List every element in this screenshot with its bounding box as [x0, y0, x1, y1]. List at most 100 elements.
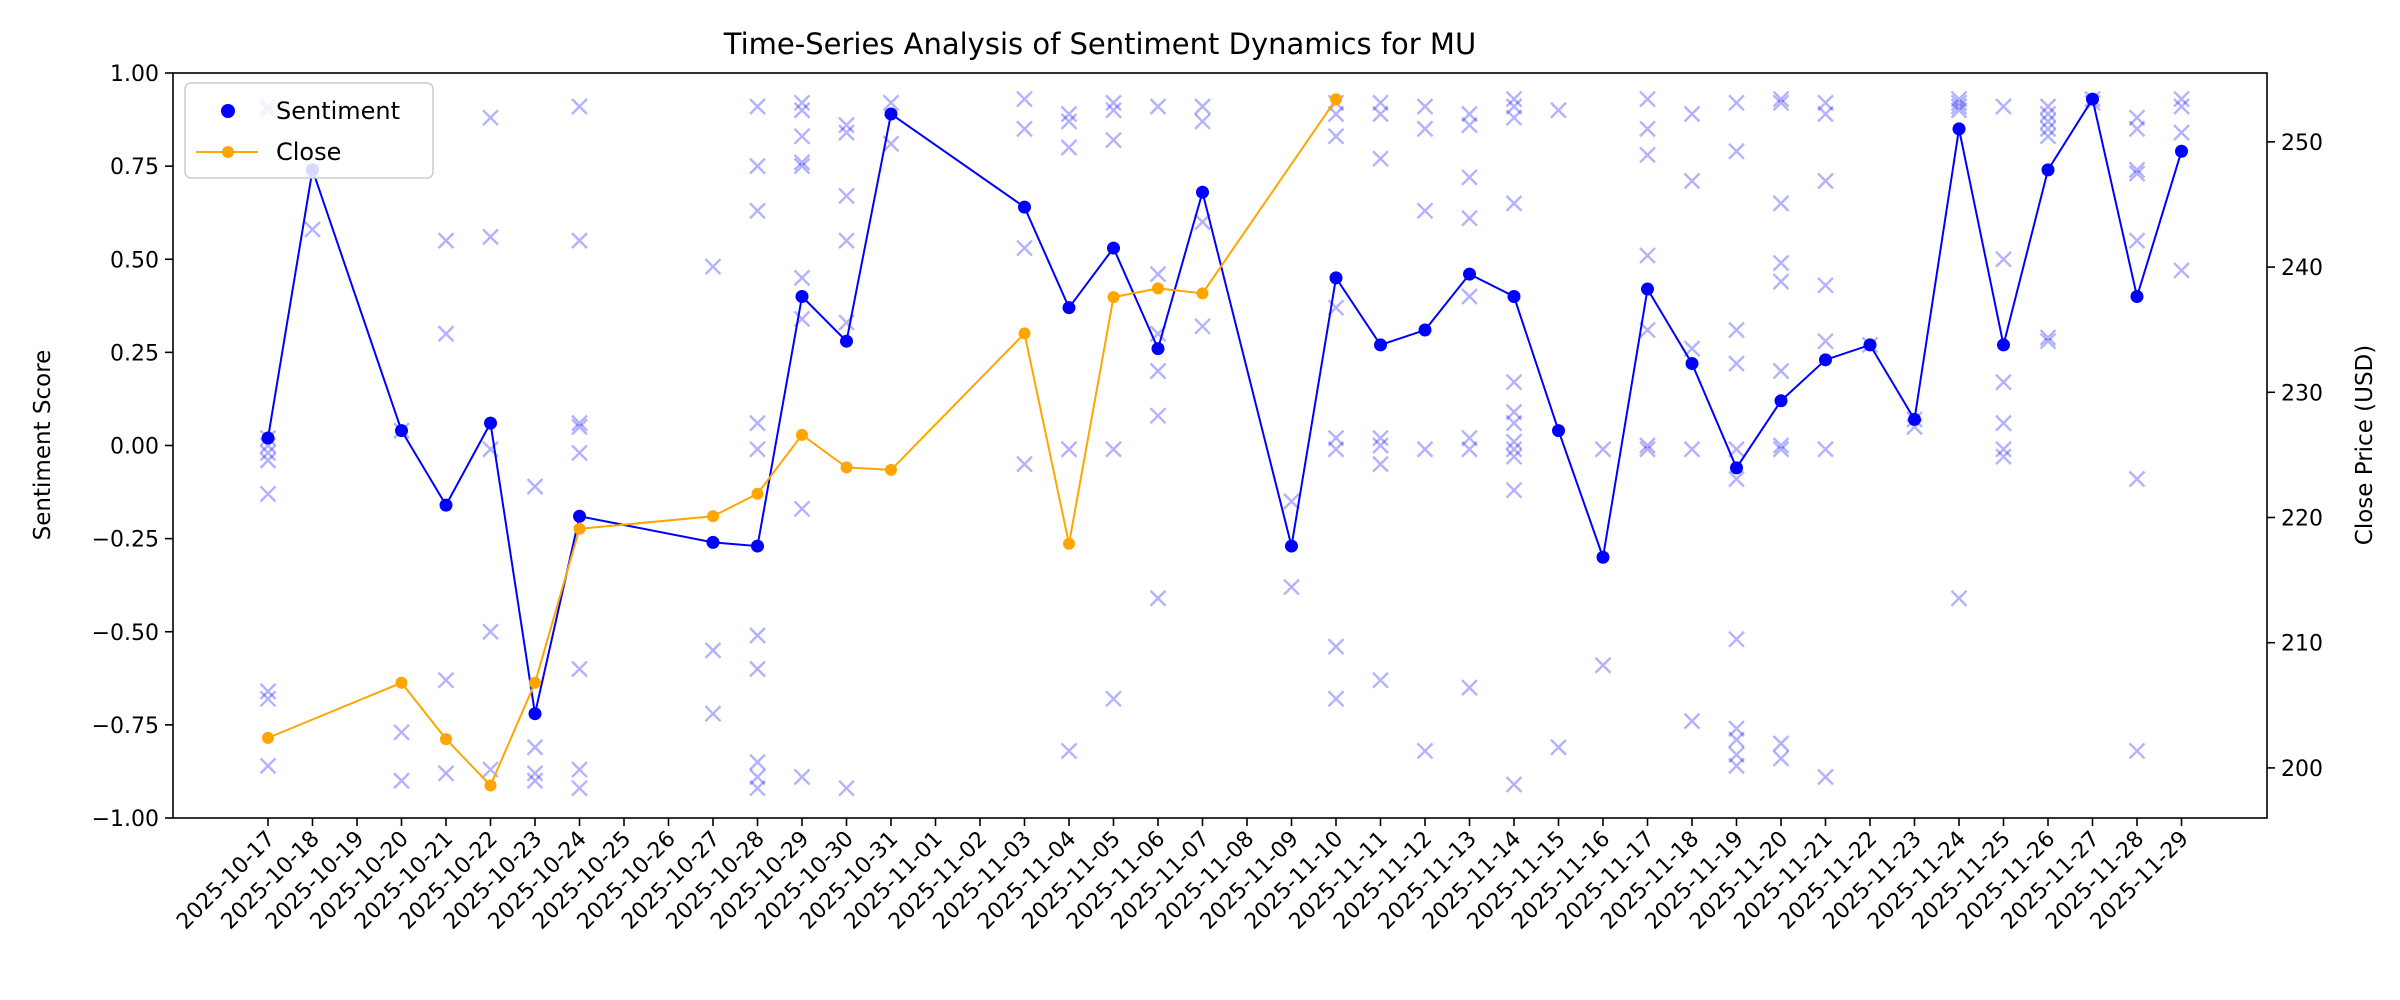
scatter-point — [1194, 213, 1211, 231]
scatter-point — [1060, 742, 1078, 760]
close-point — [262, 731, 274, 744]
scatter-point — [2128, 470, 2146, 488]
scatter-point — [1060, 440, 1078, 458]
scatter-point — [1372, 455, 1389, 473]
scatter-point — [1772, 437, 1790, 454]
legend-box — [184, 82, 434, 179]
scatter-point — [259, 485, 277, 503]
scatter-point — [571, 418, 588, 436]
sentiment-point — [1952, 122, 1966, 136]
scatter-point — [1461, 429, 1478, 447]
scatter-point — [1327, 440, 1345, 458]
y2-tick-label: 200 — [2281, 757, 2323, 782]
x-axis: 2025-10-172025-10-182025-10-192025-10-20… — [172, 818, 2194, 935]
scatter-point — [749, 753, 766, 771]
scatter-point — [1016, 120, 1033, 138]
scatter-point — [571, 444, 588, 462]
scatter-point — [838, 779, 855, 797]
scatter-point — [793, 154, 811, 171]
scatter-point — [749, 440, 766, 458]
scatter-point — [1817, 172, 1834, 190]
sentiment-point — [2041, 163, 2055, 177]
scatter-point — [437, 325, 455, 343]
y2-tick-label: 210 — [2281, 632, 2323, 657]
scatter-point — [1772, 273, 1790, 290]
scatter-point — [482, 623, 499, 641]
scatter-point — [437, 671, 455, 689]
scatter-point — [2173, 98, 2190, 115]
scatter-point — [2128, 165, 2146, 182]
scatter-point — [1327, 638, 1345, 655]
scatter-point — [1372, 94, 1389, 112]
scatter-point — [1105, 131, 1122, 149]
scatter-point — [1416, 120, 1434, 138]
scatter-point — [1194, 317, 1211, 335]
scatter-point — [1817, 276, 1834, 294]
scatter-point — [1817, 768, 1834, 786]
sentiment-point — [1908, 412, 1921, 426]
close-point — [885, 463, 897, 476]
scatter-point — [2039, 329, 2057, 346]
scatter-point — [793, 157, 811, 175]
scatter-point — [1505, 414, 1523, 432]
scatter-point — [1683, 105, 1701, 123]
scatter-point — [1995, 440, 2012, 458]
close-point — [751, 487, 764, 500]
sentiment-point — [1997, 338, 2010, 352]
scatter-point — [2039, 98, 2057, 115]
sentiment-point — [840, 334, 853, 348]
scatter-point — [1550, 101, 1567, 119]
scatter-point — [571, 232, 588, 249]
scatter-point — [1639, 247, 1656, 264]
scatter-point — [1728, 470, 1745, 488]
sentiment-point — [484, 416, 497, 430]
scatter-point — [1683, 712, 1701, 730]
scatter-point — [1505, 433, 1523, 451]
scatter-point — [1461, 288, 1478, 305]
close-point — [1196, 287, 1209, 300]
scatter-point — [1683, 440, 1701, 458]
scatter-point — [1550, 738, 1567, 756]
close-point — [529, 676, 541, 689]
sentiment-point — [1863, 338, 1877, 352]
sentiment-point — [1285, 539, 1298, 553]
close-line — [267, 98, 1337, 788]
scatter-point — [1149, 589, 1167, 607]
scatter-point — [1505, 448, 1523, 466]
scatter-point — [2128, 109, 2146, 127]
scatter-point — [1016, 239, 1033, 257]
scatter-point — [1372, 437, 1389, 454]
scatter-point — [1728, 321, 1745, 339]
scatter-point — [1505, 776, 1523, 793]
sentiment-point — [706, 535, 720, 549]
scatter-point — [1728, 94, 1745, 112]
scatter-point — [1817, 94, 1834, 112]
scatter-point — [1995, 98, 2012, 115]
scatter-point — [704, 705, 722, 723]
sentiment-point — [795, 290, 809, 303]
scatter-point — [1594, 656, 1612, 674]
scatter-point — [1772, 735, 1790, 752]
scatter-point — [1016, 455, 1033, 473]
scatter-point — [1728, 757, 1745, 775]
scatter-point — [749, 627, 766, 644]
sentiment-point — [1329, 271, 1343, 285]
scatter-point — [793, 94, 811, 112]
y-tick-label: 1.00 — [110, 62, 159, 87]
sentiment-line — [267, 96, 2183, 714]
scatter-point — [1461, 679, 1478, 696]
scatter-point — [749, 779, 766, 797]
sentiment-point — [395, 424, 408, 438]
scatter-point — [571, 761, 588, 778]
scatter-point — [259, 690, 277, 708]
scatter-point — [437, 764, 455, 782]
scatter-point — [1372, 150, 1389, 168]
scatter-point — [1194, 98, 1211, 115]
close-point — [1018, 327, 1031, 340]
scatter-point — [1416, 202, 1434, 220]
scatter-point — [838, 124, 855, 141]
scatter-point — [2173, 90, 2190, 108]
scatter-point — [704, 258, 722, 276]
scatter-point — [1639, 120, 1656, 138]
sentiment-point — [439, 498, 453, 512]
